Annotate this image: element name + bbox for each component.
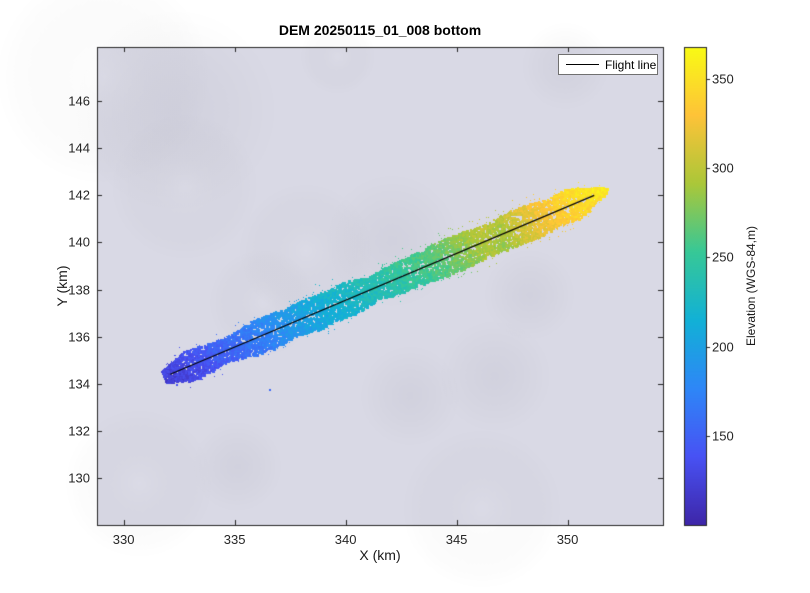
colorbar-tick-label: 300: [712, 160, 734, 176]
x-tick-label: 345: [445, 532, 468, 547]
y-tick-label: 140: [68, 234, 90, 250]
y-tick-label: 134: [68, 376, 90, 392]
colorbar-tick-label: 200: [712, 339, 734, 355]
chart-title: DEM 20250115_01_008 bottom: [278, 22, 482, 38]
y-tick-label: 138: [68, 282, 90, 298]
colorbar-tick-label: 350: [712, 71, 734, 87]
y-tick-label: 142: [68, 187, 90, 203]
y-tick-label: 132: [68, 423, 90, 439]
x-tick-label: 335: [223, 532, 246, 547]
y-tick-label: 144: [68, 140, 90, 156]
colorbar-tick-label: 150: [712, 428, 734, 444]
x-tick-label: 330: [112, 532, 135, 547]
x-tick-label: 340: [334, 532, 357, 547]
x-axis-label: X (km): [359, 547, 401, 563]
y-tick-label: 130: [68, 470, 90, 486]
legend-line-sample: [566, 64, 599, 65]
colorbar-tick-label: 250: [712, 249, 734, 265]
legend: Flight line: [558, 54, 658, 75]
legend-label: Flight line: [605, 57, 657, 72]
x-tick-label: 350: [556, 532, 579, 547]
y-tick-label: 136: [68, 329, 90, 345]
colorbar-label: Elevation (WGS-84,m): [744, 225, 758, 347]
y-tick-label: 146: [68, 93, 90, 109]
